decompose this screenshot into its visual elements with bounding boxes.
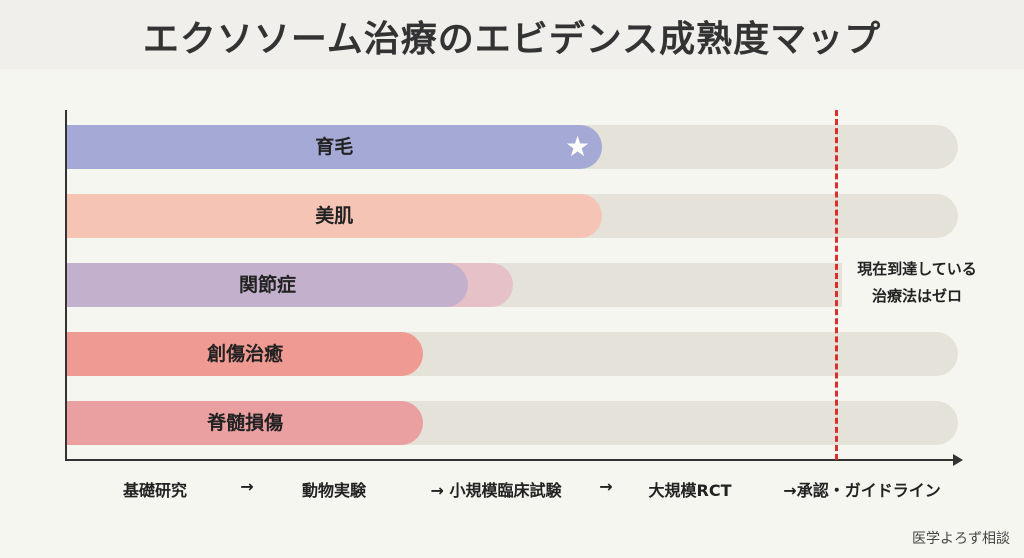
- bar-track: 脊髄損傷: [67, 401, 958, 445]
- stage-approval: →承認・ガイドライン: [783, 481, 941, 500]
- stage-large-rct: 大規模RCT: [648, 481, 732, 500]
- bar-fill: [67, 332, 424, 376]
- stage-small-clinical: → 小規模臨床試験: [430, 481, 562, 500]
- stage-basic-research: 基礎研究: [122, 481, 188, 500]
- bar-fill: [67, 401, 424, 445]
- page-title: エクソソーム治療のエビデンス成熟度マップ: [142, 19, 882, 60]
- threshold-line: [835, 110, 838, 460]
- bar-fill: [67, 263, 468, 307]
- x-axis-arrow-icon: [953, 454, 963, 466]
- bar-label: 関節症: [238, 274, 296, 296]
- bar-fill: [67, 194, 602, 238]
- threshold-note: 現在到達している 治療法はゼロ: [842, 256, 992, 310]
- bar-label: 脊髄損傷: [207, 412, 284, 434]
- star-icon: ★: [565, 130, 591, 163]
- title-banner: [0, 0, 1024, 69]
- stage-animal: 動物実験: [301, 481, 367, 500]
- bar-track: 創傷治癒: [67, 332, 958, 376]
- bar-label: 創傷治癒: [207, 343, 284, 365]
- x-axis: [65, 459, 955, 461]
- y-axis: [65, 110, 67, 460]
- bar-track: 関節症: [67, 263, 958, 307]
- bar-label: 育毛: [315, 136, 354, 158]
- stage-arrow: →: [599, 477, 613, 496]
- bar-fill: [67, 125, 602, 169]
- threshold-note-line2: 治療法はゼロ: [871, 287, 962, 305]
- bar-label: 美肌: [315, 205, 354, 227]
- credit: 医学よろず相談: [912, 531, 1010, 547]
- stage-arrow: →: [240, 477, 254, 496]
- bar-track: 美肌: [67, 194, 958, 238]
- threshold-note-line1: 現在到達している: [857, 260, 977, 278]
- bar-track: 育毛 ★: [67, 125, 958, 169]
